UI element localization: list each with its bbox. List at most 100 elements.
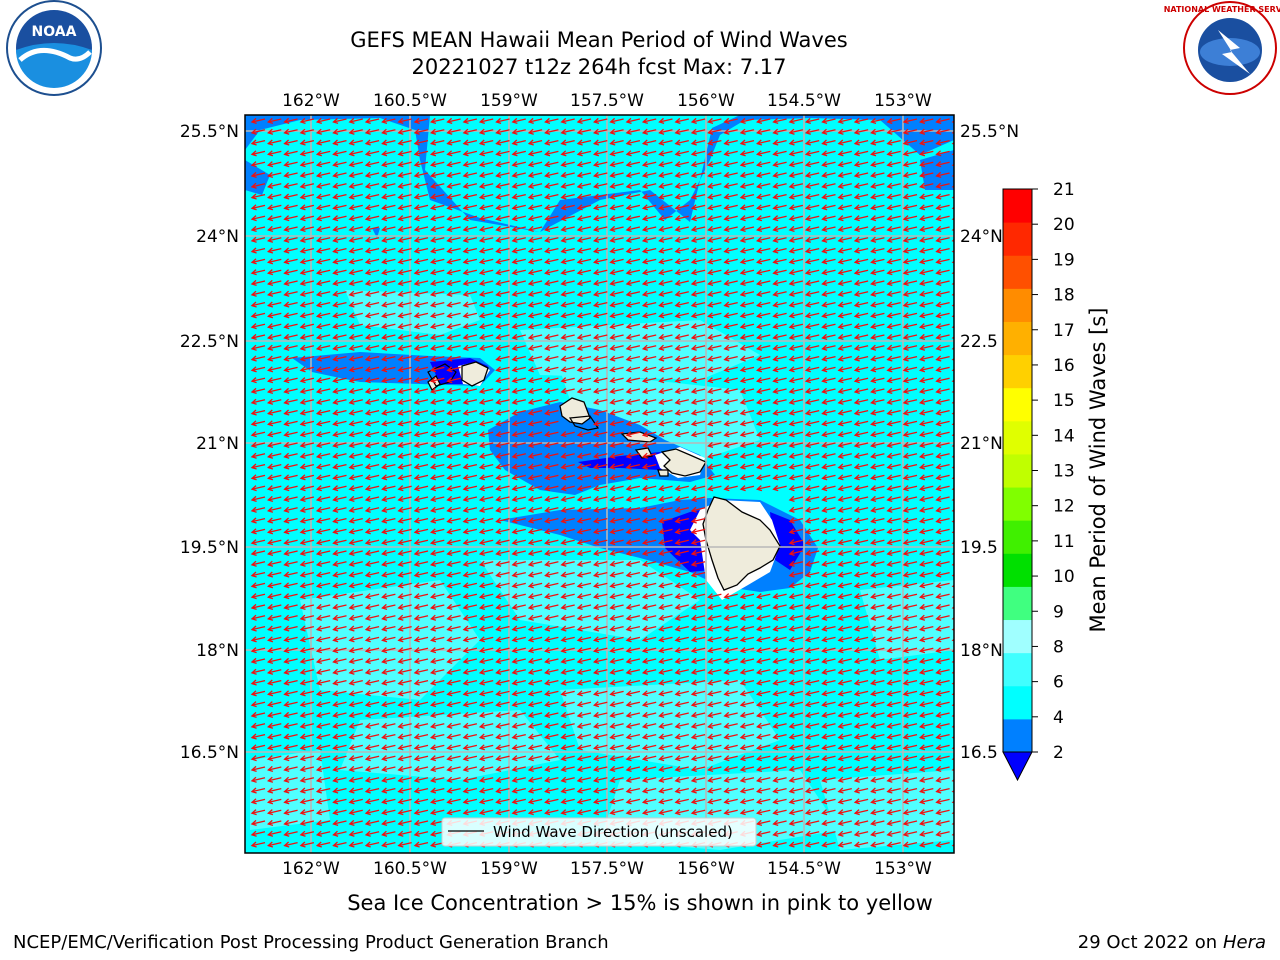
wave-arrow [707,625,722,632]
wave-arrow [576,463,592,470]
wave-arrow [397,269,412,276]
wave-arrow [756,279,771,287]
wave-arrow [837,269,852,276]
wave-arrow [446,668,461,675]
wave-arrow [397,409,412,416]
wave-arrow [658,387,673,395]
wave-arrow [625,733,641,740]
wave-arrow [267,247,282,254]
wave-arrow [462,485,478,492]
wave-arrow [935,258,950,265]
wave-arrow [315,279,331,287]
wave-arrow [919,193,934,200]
wave-arrow [364,344,380,351]
wave-arrow [951,217,954,221]
wave-arrow [690,722,706,729]
wave-arrow [625,269,641,276]
wave-arrow [430,290,445,297]
wave-arrow [804,701,820,708]
wave-arrow [821,387,836,395]
wave-arrow [397,733,412,740]
wave-arrow [397,679,412,686]
wave-arrow [756,269,771,276]
wave-arrow [935,150,950,157]
wave-arrow [413,312,429,319]
wave-arrow [870,668,885,675]
wave-arrow [772,290,787,297]
wave-arrow [886,733,901,740]
wave-arrow [397,128,412,135]
wave-arrow [430,420,445,427]
wave-arrow [332,441,347,449]
wave-arrow [381,139,396,146]
wave-arrow [902,139,918,146]
wave-arrow [625,722,641,729]
wave-arrow [576,161,592,168]
wave-arrow [951,800,954,804]
wave-arrow [430,215,445,222]
wave-arrow [560,139,575,146]
wave-arrow [707,603,722,611]
wave-arrow [560,258,575,265]
wave-arrow [593,128,608,135]
wave-arrow [267,409,282,416]
colorbar-swatch [1003,387,1032,422]
wave-arrow [527,150,543,157]
wave-arrow [658,279,673,287]
wave-arrow [495,636,510,643]
wave-arrow [560,463,575,470]
wave-arrow [267,506,282,513]
lon-tick-bottom: 162°W [282,859,340,879]
wave-arrow [707,722,722,729]
wave-arrow [641,657,657,665]
wave-arrow [756,290,771,297]
wave-arrow [446,387,461,395]
wave-arrow [837,247,852,254]
wave-arrow [788,236,804,243]
wave-arrow [804,323,820,330]
wave-arrow [397,431,412,438]
wave-arrow [544,711,559,719]
wave-arrow [511,517,526,524]
wave-arrow [641,452,657,459]
wave-arrow [723,463,738,470]
wave-arrow [707,409,722,416]
wave-arrow [919,571,934,578]
wave-arrow [495,431,510,438]
wave-arrow [397,171,412,179]
wave-arrow [902,495,918,503]
footer-host: Hera [1222,932,1266,953]
wave-arrow [544,377,559,384]
wave-arrow [739,636,755,643]
wave-arrow [381,301,396,308]
wave-arrow [772,355,787,362]
wave-arrow [527,225,543,233]
wave-arrow [397,452,412,459]
wave-arrow [413,420,429,427]
wave-arrow [756,182,771,189]
wave-arrow [853,657,869,665]
wave-arrow [902,377,918,384]
wave-arrow [283,269,298,276]
wave-arrow [299,431,315,438]
wave-arrow [478,182,494,189]
wave-arrow [951,552,954,556]
wave-arrow [723,409,738,416]
wave-arrow [690,398,706,405]
wave-arrow [430,258,445,265]
wave-arrow [625,290,641,297]
wave-arrow [511,193,526,200]
wave-arrow [462,161,478,168]
wave-arrow [886,409,901,416]
wave-arrow [267,636,282,643]
wave-arrow [821,290,836,297]
wave-arrow [641,722,657,729]
wave-arrow [658,517,673,524]
wave-arrow [707,463,722,470]
wave-arrow [756,441,771,449]
wave-arrow [919,722,934,729]
wave-arrow [739,647,755,654]
wave-arrow [951,433,954,437]
wave-arrow [527,344,543,351]
